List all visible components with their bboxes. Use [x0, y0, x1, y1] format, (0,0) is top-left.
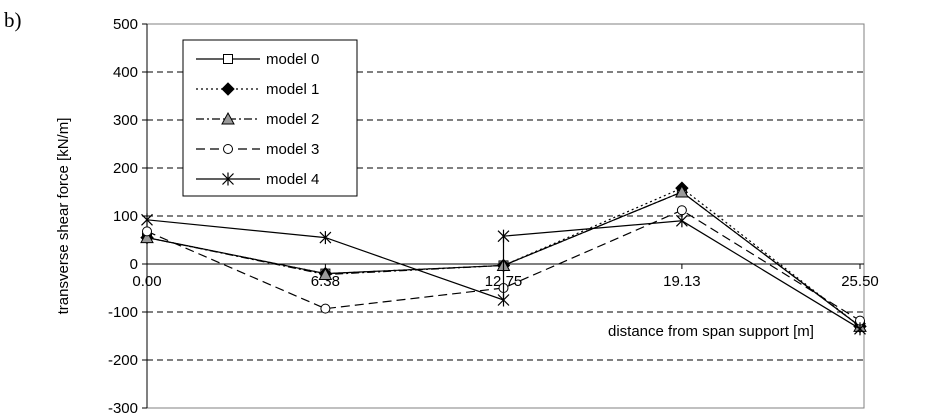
y-axis-title: transverse shear force [kN/m] — [55, 118, 72, 315]
data-point — [140, 230, 154, 244]
legend-label: model 3 — [266, 141, 319, 158]
y-tick-label: 200 — [113, 160, 138, 177]
y-tick-label: -100 — [108, 304, 138, 321]
y-tick-label: 300 — [113, 112, 138, 129]
legend-label: model 1 — [266, 81, 319, 98]
legend-entry: model 4 — [196, 171, 319, 188]
data-point — [222, 172, 234, 186]
series — [140, 181, 867, 336]
x-tick-label: 25.50 — [841, 273, 879, 290]
legend-label: model 4 — [266, 171, 319, 188]
legend-box — [182, 39, 358, 197]
y-tick-label: -300 — [108, 400, 138, 417]
data-point — [319, 231, 332, 245]
legend-entry: model 2 — [196, 111, 319, 128]
series-line — [146, 209, 861, 322]
legend: model 0 model 1 model 2 model 3 model 4 — [182, 39, 358, 197]
y-tick-label: 500 — [113, 16, 138, 33]
data-point — [497, 229, 510, 243]
data-point — [223, 144, 233, 154]
y-tick-label: 100 — [113, 208, 138, 225]
data-point — [142, 226, 152, 237]
legend-entry: model 0 — [196, 51, 319, 68]
x-axis-title: distance from span support [m] — [608, 323, 814, 340]
data-point — [854, 322, 866, 336]
panel-label: b) — [4, 8, 22, 32]
data-point — [675, 214, 688, 228]
y-tick-label: 0 — [130, 256, 138, 273]
x-axis-ticks: 0.00 6.38 12.75 19.13 25.50 — [132, 264, 879, 290]
legend-label: model 2 — [266, 111, 319, 128]
legend-label: model 0 — [266, 51, 319, 68]
data-point — [223, 54, 233, 64]
series-line — [146, 191, 861, 327]
legend-entry: model 1 — [196, 81, 319, 98]
y-axis-ticks: 500 400 300 200 100 0 -100 -200 -300 — [108, 16, 147, 417]
data-point — [497, 293, 510, 307]
x-tick-label: 19.13 — [663, 273, 701, 290]
y-tick-label: 400 — [113, 64, 138, 81]
x-tick-label: 0.00 — [132, 273, 161, 290]
series-line — [146, 219, 861, 330]
x-tick-label: 6.38 — [311, 273, 340, 290]
data-point — [221, 82, 235, 96]
data-point — [676, 205, 687, 216]
data-point — [675, 184, 689, 198]
data-point — [318, 267, 333, 281]
series-model-4 — [141, 213, 866, 336]
data-point — [221, 111, 235, 125]
y-tick-label: -200 — [108, 352, 138, 369]
data-point — [141, 213, 153, 227]
data-point — [320, 303, 331, 314]
legend-entry: model 3 — [196, 141, 319, 158]
